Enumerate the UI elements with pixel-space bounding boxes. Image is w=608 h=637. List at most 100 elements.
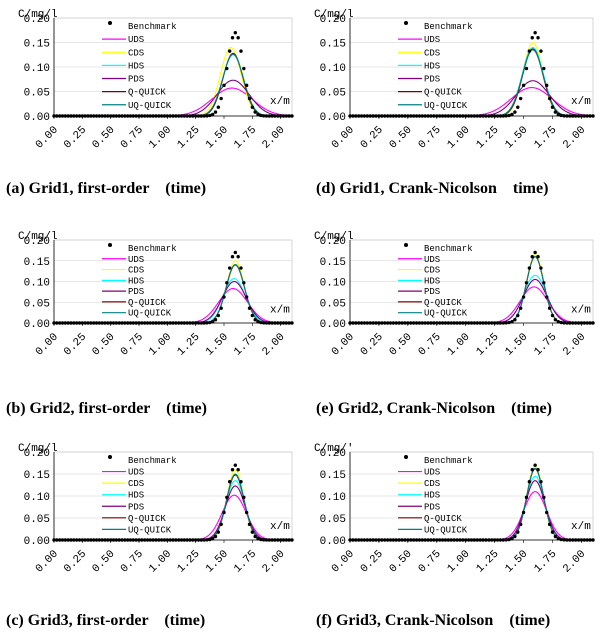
x-tick-label: 1.75 bbox=[232, 331, 259, 358]
benchmark-point bbox=[432, 321, 436, 325]
benchmark-point bbox=[281, 538, 286, 542]
benchmark-point bbox=[449, 321, 453, 325]
y-tick-label: 0.20 bbox=[320, 236, 346, 248]
benchmark-point bbox=[490, 114, 494, 118]
legend-label: HDS bbox=[128, 61, 144, 71]
caption-b: (b) Grid2, first-order (time) bbox=[6, 400, 207, 417]
benchmark-point bbox=[576, 321, 581, 325]
benchmark-point bbox=[210, 536, 215, 541]
benchmark-point bbox=[484, 114, 488, 118]
benchmark-point bbox=[547, 306, 552, 310]
benchmark-point bbox=[469, 321, 474, 325]
benchmark-point bbox=[487, 114, 491, 118]
y-tick-label: 0.10 bbox=[320, 492, 346, 504]
caption-c: (c) Grid3, first-order (time) bbox=[6, 612, 206, 629]
benchmark-point bbox=[391, 114, 396, 118]
benchmark-point bbox=[406, 538, 410, 542]
benchmark-point bbox=[530, 36, 534, 40]
benchmark-point bbox=[264, 114, 269, 118]
benchmark-point bbox=[414, 538, 419, 542]
benchmark-point bbox=[230, 255, 235, 259]
benchmark-point bbox=[205, 321, 209, 325]
benchmark-point bbox=[406, 114, 410, 118]
benchmark-point bbox=[264, 321, 269, 325]
benchmark-point bbox=[188, 321, 192, 325]
benchmark-point bbox=[354, 321, 358, 325]
benchmark-point bbox=[208, 537, 212, 542]
benchmark-point bbox=[148, 114, 153, 118]
benchmark-point bbox=[140, 114, 144, 118]
benchmark-point bbox=[236, 36, 240, 40]
benchmark-point bbox=[432, 114, 436, 118]
benchmark-point bbox=[585, 538, 589, 542]
benchmark-point bbox=[261, 321, 266, 325]
y-tick-label: 0.10 bbox=[24, 63, 50, 75]
benchmark-point bbox=[527, 49, 532, 53]
legend-label: UDS bbox=[424, 468, 440, 478]
benchmark-point bbox=[216, 105, 221, 109]
benchmark-point bbox=[461, 538, 465, 542]
benchmark-point bbox=[478, 114, 482, 118]
benchmark-point bbox=[362, 114, 367, 118]
chart-panel-a: 0.000.050.100.150.200.00 0.25 0.50 0.75 1.00… bbox=[18, 9, 294, 152]
benchmark-point bbox=[83, 114, 87, 118]
y-axis-label: C/mg/l bbox=[18, 9, 58, 21]
y-tick-label: 0.10 bbox=[320, 278, 346, 290]
x-tick-label: 2.00 bbox=[561, 548, 588, 575]
benchmark-point bbox=[120, 538, 124, 542]
benchmark-point bbox=[380, 538, 384, 542]
benchmark-point bbox=[227, 266, 232, 270]
benchmark-point bbox=[236, 255, 240, 259]
benchmark-point bbox=[154, 538, 158, 542]
benchmark-point bbox=[475, 321, 479, 325]
x-tick-label: 2.00 bbox=[260, 548, 287, 575]
benchmark-point bbox=[501, 538, 506, 542]
benchmark-point bbox=[440, 538, 445, 542]
benchmark-point bbox=[504, 538, 508, 542]
x-tick-label: 1.00 bbox=[147, 331, 174, 358]
legend-label: HDS bbox=[128, 491, 144, 501]
benchmark-point bbox=[205, 538, 209, 542]
benchmark-point bbox=[423, 321, 427, 325]
benchmark-point bbox=[406, 321, 410, 325]
benchmark-point bbox=[516, 530, 520, 534]
legend-label: HDS bbox=[424, 491, 440, 501]
y-tick-label: 0.20 bbox=[320, 448, 346, 460]
y-tick-label: 0.15 bbox=[24, 470, 50, 482]
legend-label: UQ-QUICK bbox=[424, 525, 468, 535]
benchmark-point bbox=[443, 114, 448, 118]
benchmark-point bbox=[501, 114, 506, 118]
benchmark-point bbox=[455, 114, 459, 118]
legend-label: Benchmark bbox=[424, 456, 473, 466]
x-tick-label: 0.50 bbox=[90, 548, 117, 575]
benchmark-point bbox=[114, 538, 119, 542]
benchmark-point bbox=[377, 321, 381, 325]
benchmark-point bbox=[123, 114, 127, 118]
benchmark-point bbox=[191, 538, 195, 542]
benchmark-point bbox=[539, 480, 543, 484]
legend-label: Q-QUICK bbox=[128, 88, 166, 98]
benchmark-point bbox=[72, 538, 76, 542]
benchmark-point bbox=[210, 320, 215, 324]
benchmark-point bbox=[111, 114, 116, 118]
x-tick-label: 0.75 bbox=[119, 331, 146, 358]
benchmark-point bbox=[510, 112, 514, 117]
benchmark-point bbox=[518, 306, 523, 310]
benchmark-point bbox=[397, 114, 401, 118]
benchmark-point bbox=[545, 510, 549, 515]
x-tick-label: 0.50 bbox=[90, 331, 117, 358]
benchmark-point bbox=[365, 114, 370, 118]
benchmark-point bbox=[69, 321, 73, 325]
benchmark-point bbox=[80, 321, 85, 325]
benchmark-point bbox=[80, 114, 85, 118]
benchmark-point bbox=[253, 534, 257, 539]
benchmark-point bbox=[63, 114, 68, 118]
benchmark-point bbox=[446, 538, 451, 542]
benchmark-point bbox=[191, 321, 195, 325]
x-tick-label: 1.00 bbox=[445, 124, 472, 151]
benchmark-point bbox=[492, 538, 497, 542]
benchmark-point bbox=[230, 36, 235, 40]
series-line-uq-quick bbox=[350, 49, 593, 117]
benchmark-point bbox=[533, 31, 537, 35]
